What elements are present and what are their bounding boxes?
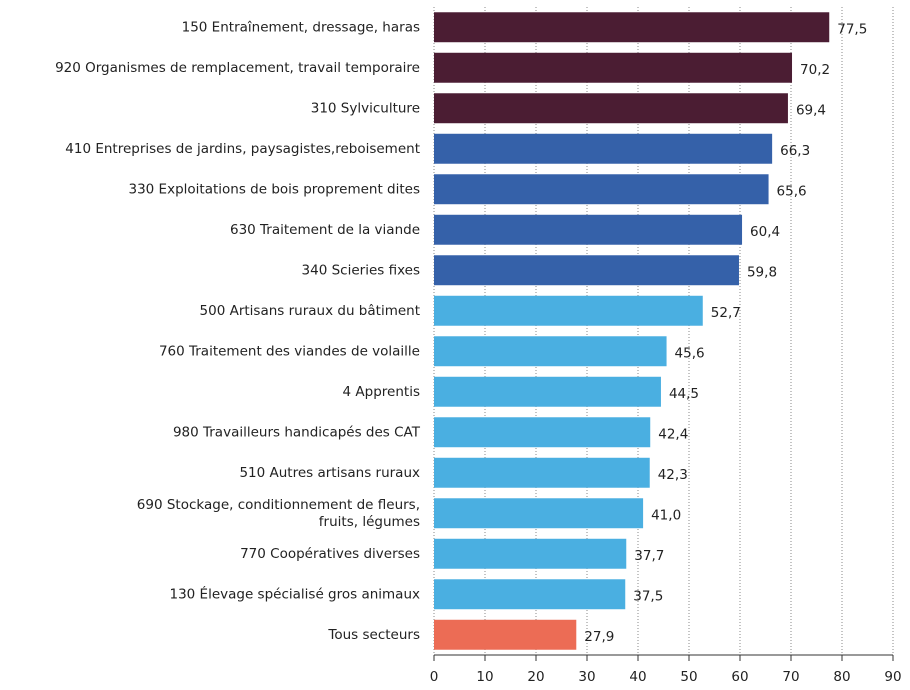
value-label: 52,7 xyxy=(711,305,741,321)
bar xyxy=(434,52,793,83)
x-tick-label: 80 xyxy=(833,669,850,685)
value-label: 41,0 xyxy=(651,507,681,523)
value-label: 70,2 xyxy=(800,62,830,78)
y-tick-label: 130 Élevage spécialisé gros animaux xyxy=(169,585,420,602)
y-tick-label: 150 Entraînement, dressage, haras xyxy=(182,19,420,35)
y-tick-label: 4 Apprentis xyxy=(343,384,420,400)
value-label: 69,4 xyxy=(796,102,826,118)
bar xyxy=(434,538,627,569)
bar xyxy=(434,336,667,367)
value-label: 65,6 xyxy=(777,183,807,199)
y-tick-label: 980 Travailleurs handicapés des CAT xyxy=(173,424,421,440)
y-tick-label: 330 Exploitations de bois proprement dit… xyxy=(129,181,421,197)
value-label: 42,3 xyxy=(658,467,688,483)
bar xyxy=(434,255,739,286)
bar xyxy=(434,214,743,245)
bar xyxy=(434,457,650,488)
value-label: 44,5 xyxy=(669,386,699,402)
y-tick-label: 340 Scieries fixes xyxy=(302,262,420,278)
bar xyxy=(434,417,651,448)
bar xyxy=(434,498,644,529)
y-tick-label: 920 Organismes de remplacement, travail … xyxy=(55,60,420,76)
value-label: 60,4 xyxy=(750,224,780,240)
x-tick-label: 90 xyxy=(884,669,901,685)
y-tick-label: 310 Sylviculture xyxy=(311,100,420,116)
bar xyxy=(434,93,788,124)
bar xyxy=(434,376,661,407)
x-tick-label: 50 xyxy=(680,669,697,685)
y-tick-label: 500 Artisans ruraux du bâtiment xyxy=(200,303,420,319)
value-label: 45,6 xyxy=(675,345,705,361)
y-tick-label: 760 Traitement des viandes de volaille xyxy=(159,343,420,359)
value-label: 37,5 xyxy=(633,588,663,604)
value-label: 37,7 xyxy=(634,548,664,564)
value-label: 59,8 xyxy=(747,264,777,280)
value-label: 66,3 xyxy=(780,143,810,159)
y-tick-label: Tous secteurs xyxy=(327,627,420,643)
value-label: 42,4 xyxy=(658,426,688,442)
y-tick-label: 510 Autres artisans ruraux xyxy=(239,465,420,481)
x-tick-label: 60 xyxy=(731,669,748,685)
bar xyxy=(434,174,769,205)
bar xyxy=(434,295,703,326)
bar xyxy=(434,619,577,650)
y-tick-label: 690 Stockage, conditionnement de fleurs,… xyxy=(137,497,420,530)
x-tick-label: 20 xyxy=(527,669,544,685)
y-tick-label: 410 Entreprises de jardins, paysagistes,… xyxy=(65,141,420,157)
y-tick-label: 630 Traitement de la viande xyxy=(230,222,420,238)
value-label: 77,5 xyxy=(837,21,867,37)
x-tick-label: 30 xyxy=(578,669,595,685)
x-tick-label: 70 xyxy=(782,669,799,685)
y-tick-label: 770 Coopératives diverses xyxy=(240,546,420,562)
value-label: 27,9 xyxy=(584,629,614,645)
bar xyxy=(434,579,626,610)
bar xyxy=(434,133,773,164)
x-tick-label: 40 xyxy=(629,669,646,685)
x-tick-label: 10 xyxy=(476,669,493,685)
bar xyxy=(434,12,830,43)
x-tick-label: 0 xyxy=(430,669,439,685)
